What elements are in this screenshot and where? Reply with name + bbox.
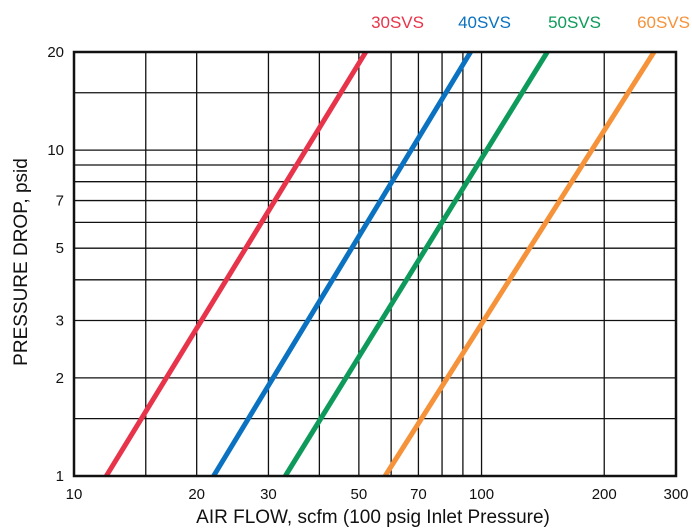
legend-item-40svs: 40SVS [458, 13, 511, 32]
series-line-30svs [104, 50, 368, 478]
plot-frame [72, 50, 678, 478]
y-axis-title: PRESSURE DROP, psid [11, 158, 32, 366]
legend-item-50svs: 50SVS [548, 13, 601, 32]
y-tick-label: 1 [56, 468, 64, 485]
y-tick-labels: 1 2 3 5 7 10 20 [47, 44, 64, 485]
x-tick-label: 70 [410, 486, 427, 503]
y-tick-label: 3 [56, 313, 64, 330]
y-tick-label: 10 [47, 142, 64, 159]
x-tick-label: 300 [663, 486, 688, 503]
series-line-50svs [283, 50, 550, 478]
series-line-60svs [382, 50, 657, 478]
legend: 30SVS 40SVS 50SVS 60SVS [371, 13, 690, 32]
x-tick-label: 50 [351, 486, 368, 503]
y-tick-label: 7 [56, 193, 64, 210]
x-tick-labels: 10 20 30 50 70 100 200 300 [66, 486, 689, 503]
legend-item-30svs: 30SVS [371, 13, 424, 32]
legend-item-60svs: 60SVS [637, 13, 690, 32]
x-tick-label: 30 [260, 486, 277, 503]
y-tick-label: 2 [56, 370, 64, 387]
x-tick-label: 20 [188, 486, 205, 503]
x-tick-label: 200 [592, 486, 617, 503]
series-lines [104, 50, 657, 478]
series-line-40svs [211, 50, 473, 478]
x-axis-title: AIR FLOW, scfm (100 psig Inlet Pressure) [196, 507, 550, 528]
y-tick-label: 20 [47, 44, 64, 61]
grid-lines [73, 51, 677, 477]
x-tick-label: 10 [66, 486, 83, 503]
y-tick-label: 5 [56, 240, 64, 257]
x-tick-label: 100 [469, 486, 494, 503]
